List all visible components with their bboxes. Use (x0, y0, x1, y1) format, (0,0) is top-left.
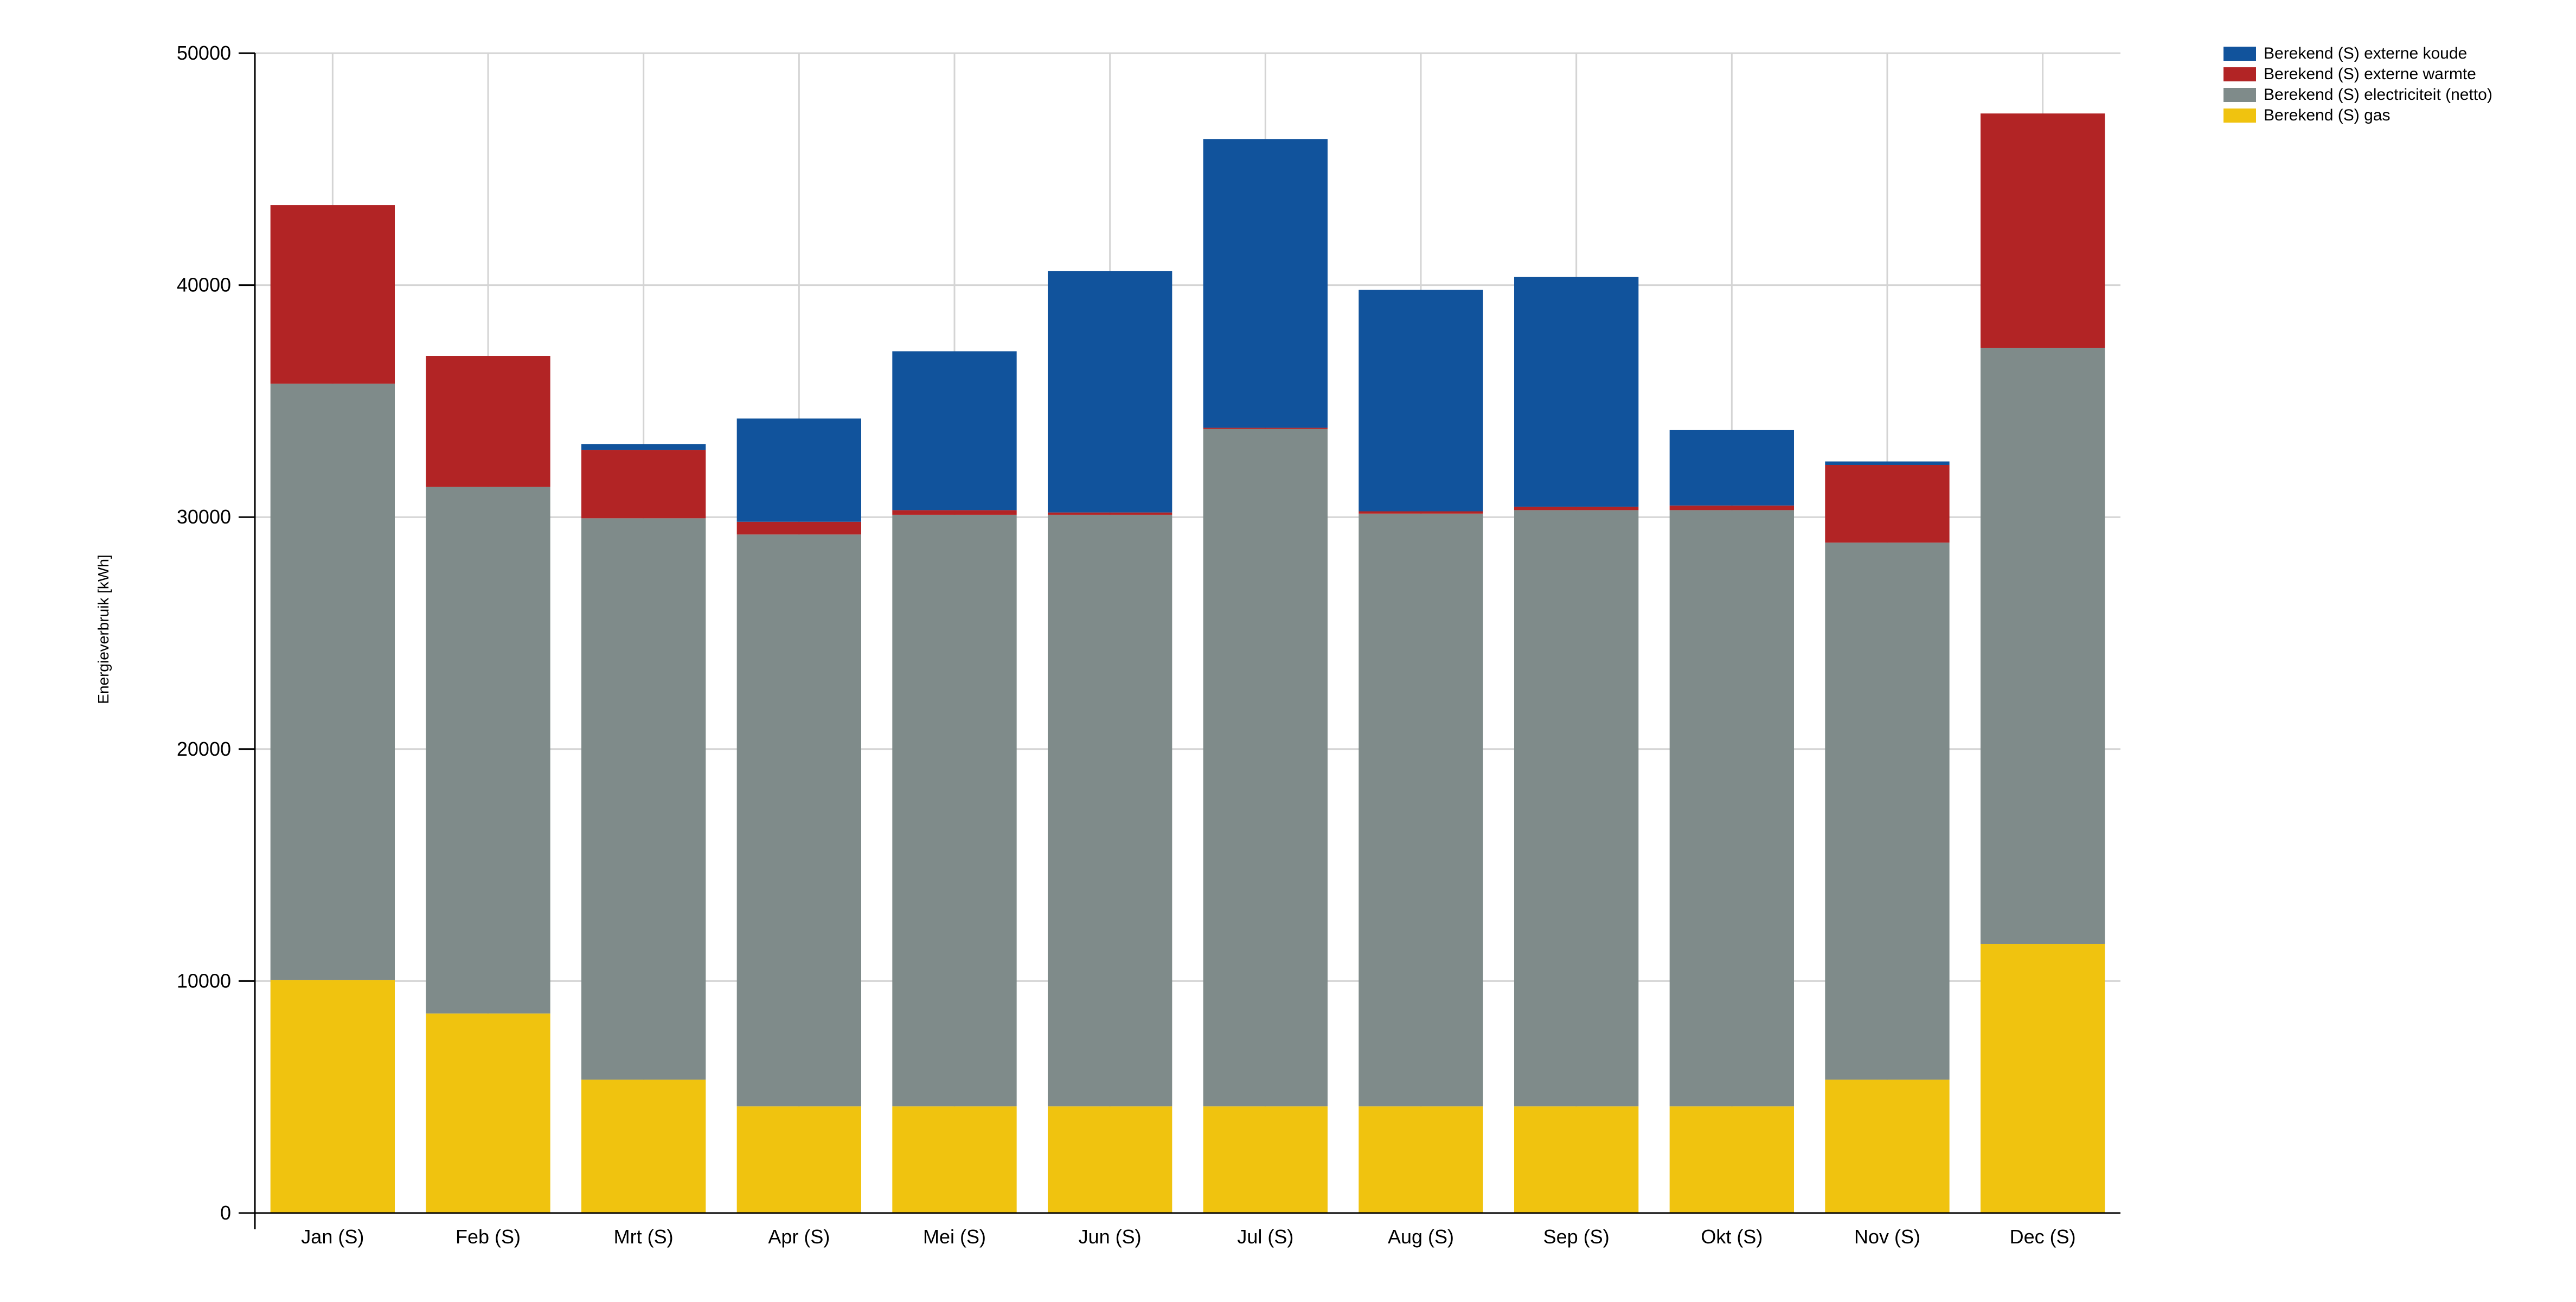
bar-segment-4 (581, 444, 706, 450)
bar-segment-1 (1048, 1106, 1172, 1213)
bar-segment-1 (736, 1106, 861, 1213)
x-tick-label: Okt (S) (1701, 1226, 1763, 1248)
x-tick-label: Mrt (S) (614, 1226, 674, 1248)
bar-segment-2 (1048, 514, 1172, 1107)
bar-segment-3 (1981, 113, 2105, 348)
y-tick-label: 20000 (177, 738, 231, 760)
tick-labels: 0 10000 20000 30000 40000 50000 Jan (S) Feb (S)… (177, 42, 2076, 1248)
y-tick-label: 40000 (177, 274, 231, 296)
bar-segment-1 (1669, 1106, 1794, 1213)
x-tick-label: Feb (S) (456, 1226, 521, 1248)
bar-segment-2 (1514, 510, 1639, 1107)
x-tick-label: Apr (S) (768, 1226, 830, 1248)
bar-segment-2 (1359, 513, 1483, 1107)
bar-segment-2 (1981, 348, 2105, 944)
bar-segment-4 (892, 351, 1017, 510)
bar-segment-3 (426, 356, 550, 487)
bar-segment-4 (736, 418, 861, 522)
bar-segment-4 (1669, 430, 1794, 506)
legend-swatch (2223, 88, 2256, 102)
y-tick-label: 0 (220, 1202, 231, 1224)
legend-label: Berekend (S) gas (2264, 106, 2391, 124)
bar-segment-1 (270, 980, 395, 1213)
x-tick-label: Jun (S) (1079, 1226, 1142, 1248)
x-tick-label: Jan (S) (301, 1226, 364, 1248)
bar-segment-3 (270, 205, 395, 384)
bar-segment-3 (1825, 464, 1950, 543)
bar-segment-1 (1203, 1106, 1328, 1213)
bar-segment-2 (270, 384, 395, 980)
bar-segment-2 (892, 514, 1017, 1107)
bar-segment-3 (736, 521, 861, 535)
bar-segment-1 (1514, 1106, 1639, 1213)
bar-segment-2 (426, 487, 550, 1014)
bar-segment-3 (1514, 506, 1639, 510)
y-tick-label: 10000 (177, 969, 231, 992)
bar-segment-4 (1359, 290, 1483, 512)
legend-swatch (2223, 108, 2256, 123)
bar-segment-4 (1514, 277, 1639, 507)
x-tick-label: Jul (S) (1237, 1226, 1293, 1248)
x-tick-label: Aug (S) (1388, 1226, 1454, 1248)
legend-swatch (2223, 47, 2256, 61)
bar-segment-4 (1825, 461, 1950, 465)
legend-swatch (2223, 67, 2256, 81)
bar-segment-2 (1203, 429, 1328, 1107)
bar-segment-1 (1981, 943, 2105, 1213)
legend-item-electriciteit: Berekend (S) electriciteit (netto) (2223, 86, 2527, 104)
bar-segment-3 (1048, 512, 1172, 515)
y-axis-title: Energieverbruik [kWh] (95, 554, 112, 704)
bar-segment-3 (892, 510, 1017, 515)
bar-segment-2 (1669, 510, 1794, 1107)
legend-item-externe-warmte: Berekend (S) externe warmte (2223, 65, 2527, 84)
bar-segment-4 (1203, 139, 1328, 428)
bar-segment-3 (1669, 505, 1794, 510)
bar-segment-3 (1203, 427, 1328, 429)
axes (239, 52, 2120, 1229)
bar-segment-2 (736, 534, 861, 1107)
x-tick-label: Dec (S) (2010, 1226, 2076, 1248)
bar-stacks (270, 113, 2105, 1213)
legend-item-gas: Berekend (S) gas (2223, 106, 2527, 125)
bar-segment-1 (1825, 1080, 1950, 1213)
bar-segment-3 (581, 450, 706, 519)
x-tick-label: Nov (S) (1854, 1226, 1920, 1248)
legend-label: Berekend (S) externe warmte (2264, 65, 2476, 83)
bar-segment-1 (426, 1013, 550, 1213)
bar-segment-1 (892, 1106, 1017, 1213)
legend-label: Berekend (S) electriciteit (netto) (2264, 86, 2492, 104)
bar-segment-1 (1359, 1106, 1483, 1213)
x-tick-label: Mei (S) (923, 1226, 986, 1248)
bar-segment-2 (581, 518, 706, 1080)
bar-segment-1 (581, 1080, 706, 1213)
legend: Berekend (S) externe koude Berekend (S) … (2223, 44, 2527, 127)
y-tick-label: 50000 (177, 42, 231, 64)
bar-segment-3 (1359, 511, 1483, 514)
y-tick-label: 30000 (177, 506, 231, 528)
x-tick-label: Sep (S) (1543, 1226, 1610, 1248)
bar-segment-4 (1048, 271, 1172, 513)
bar-segment-2 (1825, 542, 1950, 1080)
legend-item-externe-koude: Berekend (S) externe koude (2223, 44, 2527, 63)
legend-label: Berekend (S) externe koude (2264, 44, 2468, 62)
